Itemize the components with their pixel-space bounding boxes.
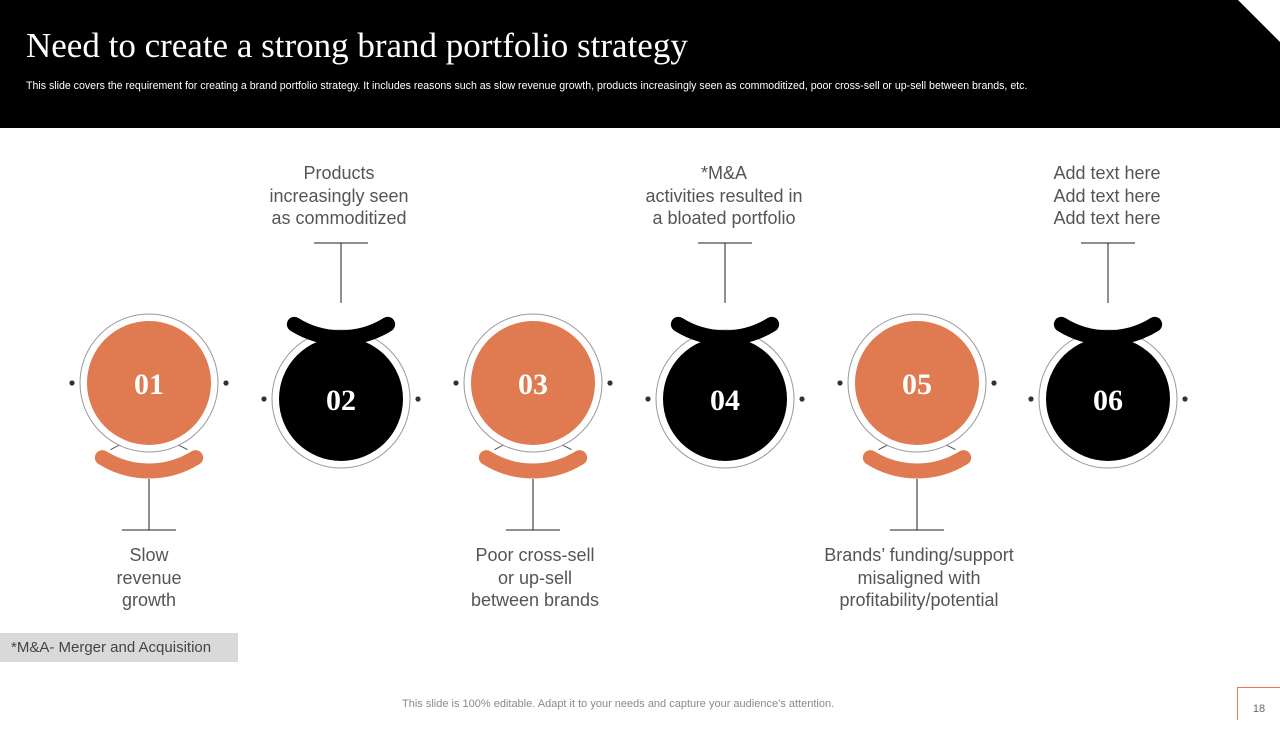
caption-2: Products increasingly seen as commoditiz… [269,163,409,228]
ring-dot-right [991,380,997,386]
ring-dot-left [261,396,267,402]
step-5: 05 [837,313,997,531]
ring-dot-left [837,380,843,386]
bracket-arc [286,316,396,346]
ring-dot-right [1182,396,1188,402]
bracket-arc [94,450,204,479]
step-circle [1046,337,1170,461]
step-3: 03 [453,313,613,531]
footnote: *M&A- Merger and Acquisition [0,633,238,662]
page-number: 18 [1237,687,1280,720]
step-number: 02 [326,384,356,417]
bracket-arc [1053,316,1163,346]
footer-text: This slide is 100% editable. Adapt it to… [402,698,835,710]
ring-dot-left [453,380,459,386]
ring-dot-right [607,380,613,386]
bracket-arc [862,450,972,479]
step-circle [471,321,595,445]
step-circle [87,321,211,445]
bracket-arc [478,450,588,479]
ring-dot-right [799,396,805,402]
step-number: 04 [710,384,740,417]
step-circle [855,321,979,445]
step-4: 04 [645,242,805,469]
step-1: 01 [69,313,229,531]
step-number: 03 [518,368,548,401]
page-title: Need to create a strong brand portfolio … [26,26,688,65]
ring-dot-left [69,380,75,386]
caption-3: Poor cross-sell or up-sell between brand… [470,545,600,610]
corner-fold [1238,0,1280,42]
process-diagram: 01 02 03 04 05 06 [69,242,1188,531]
step-number: 06 [1093,384,1123,417]
step-circle [279,337,403,461]
ring-dot-right [415,396,421,402]
ring-dot-right [223,380,229,386]
caption-1: Slow revenue growth [116,545,182,610]
step-number: 05 [902,368,932,401]
bracket-arc [670,316,780,346]
ring-dot-left [1028,396,1034,402]
caption-6: Add text here Add text here Add text her… [1053,163,1161,228]
caption-5: Brands’ funding/support misaligned with … [824,545,1014,610]
step-number: 01 [134,368,164,401]
step-circle [663,337,787,461]
caption-4: *M&A activities resulted in a bloated po… [645,163,803,228]
step-2: 02 [261,242,421,469]
slide-subtitle: This slide covers the requirement for cr… [26,80,1028,92]
step-6: 06 [1028,242,1188,469]
header-bar: Need to create a strong brand portfolio … [0,0,1280,128]
ring-dot-left [645,396,651,402]
